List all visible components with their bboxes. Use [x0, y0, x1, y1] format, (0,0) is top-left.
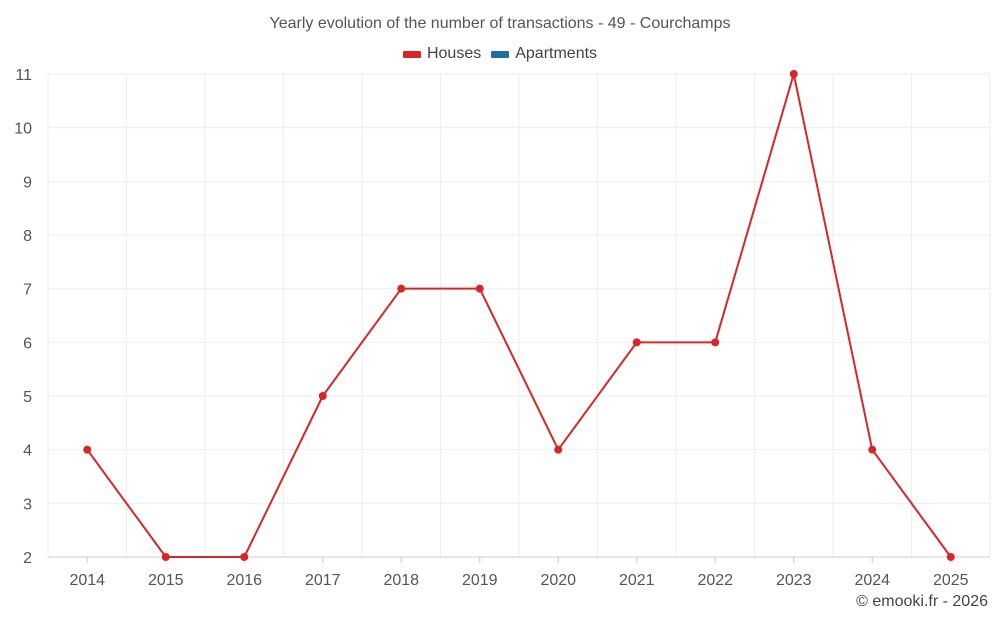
data-point: [946, 553, 955, 561]
series-line-houses: [86, 73, 952, 558]
y-tick-label: 8: [23, 228, 32, 245]
data-point: [475, 284, 484, 293]
legend-label-houses: Houses: [426, 45, 482, 62]
x-tick-label: 2018: [383, 572, 419, 589]
x-tick-label: 2024: [854, 572, 890, 589]
grid-lines: [47, 73, 991, 558]
chart-title: Yearly evolution of the number of transa…: [269, 15, 731, 32]
x-tick-label: 2017: [305, 572, 341, 589]
data-point: [868, 445, 877, 454]
legend-item-apartments[interactable]: Apartments: [491, 45, 597, 63]
series-layer: [83, 70, 955, 561]
data-point: [789, 70, 798, 78]
credit-text: © emooki.fr - 2026: [856, 593, 988, 610]
y-tick-label: 2: [23, 550, 32, 567]
legend-swatch-houses: [402, 50, 421, 58]
legend-label-apartments: Apartments: [515, 45, 598, 62]
x-tick-label: 2019: [462, 572, 498, 589]
data-point: [397, 284, 406, 293]
data-point: [83, 445, 92, 454]
y-tick-label: 3: [23, 496, 32, 513]
data-point: [240, 553, 249, 561]
y-tick-label: 4: [23, 443, 32, 460]
data-point: [554, 445, 563, 454]
y-tick-label: 5: [23, 389, 32, 406]
x-tick-label: 2023: [776, 572, 812, 589]
x-tick-label: 2020: [540, 572, 576, 589]
y-tick-label: 7: [23, 282, 32, 299]
x-tick-label: 2015: [148, 572, 184, 589]
y-tick-label: 9: [23, 174, 32, 191]
x-tick-label: 2014: [69, 572, 105, 589]
legend-swatch-apartments: [491, 50, 510, 58]
x-tick-label: 2021: [619, 572, 655, 589]
data-point: [711, 338, 720, 347]
x-tick-label: 2022: [697, 572, 733, 589]
data-point: [161, 553, 170, 561]
legend-item-houses[interactable]: Houses: [402, 45, 482, 63]
data-point: [632, 338, 641, 347]
x-tick-label: 2016: [226, 572, 262, 589]
x-tick-label: 2025: [933, 572, 969, 589]
y-tick-label: 10: [14, 121, 32, 138]
y-tick-label: 11: [15, 67, 32, 84]
tick-labels: 2 3 4 5 6 7 8 9 10 11 2014 2015 2016 2017 2018 2019 2020…: [14, 67, 968, 589]
y-tick-label: 6: [23, 335, 32, 352]
data-point: [318, 392, 327, 400]
legend: Houses Apartments: [0, 45, 1000, 63]
